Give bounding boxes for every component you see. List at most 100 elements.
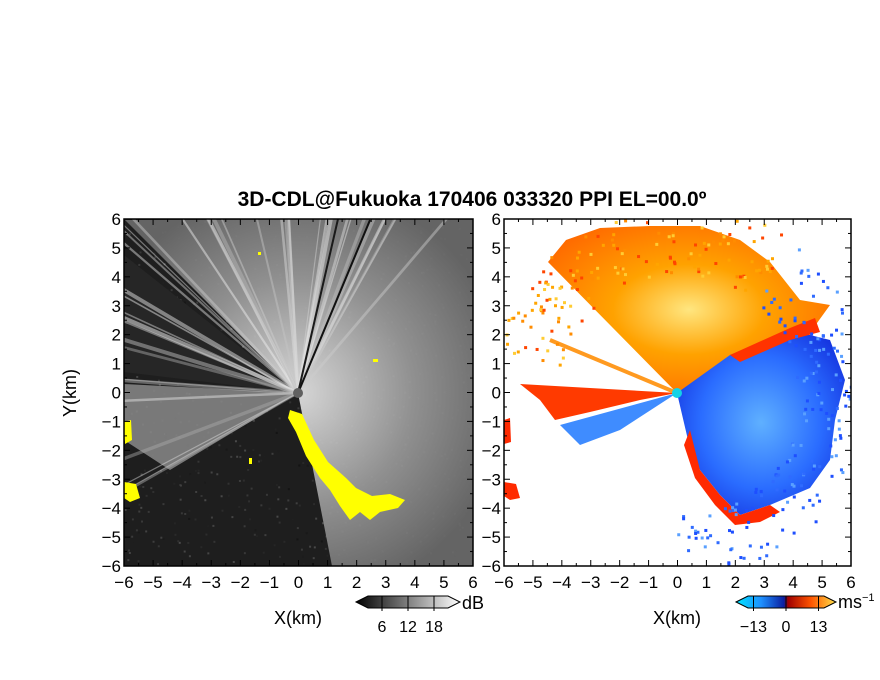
velocity-cell (795, 334, 799, 338)
reflectivity-ray (297, 219, 321, 394)
noise-cell (143, 469, 146, 472)
noise-cell (275, 483, 278, 486)
noise-cell (197, 469, 200, 472)
noise-cell (207, 552, 210, 555)
velocity-cell (829, 444, 833, 448)
velocity-cell (727, 562, 731, 566)
velocity-cell (755, 269, 759, 273)
x-tick-label: 4 (788, 573, 797, 592)
velocity-cell (711, 240, 715, 244)
noise-cell (221, 509, 224, 512)
noise-cell (174, 533, 177, 536)
reflectivity-x-axis-label: X(km) (274, 608, 322, 628)
reflectivity-colorbar-unit: dB (462, 593, 484, 613)
velocity-cell (726, 242, 730, 246)
velocity-cell (539, 308, 543, 312)
velocity-cell (839, 468, 843, 472)
velocity-approaching-region (677, 330, 845, 515)
velocity-cell (745, 509, 749, 513)
x-tick-label: 0 (294, 573, 303, 592)
x-tick-label: −1 (260, 573, 279, 592)
velocity-cell (770, 257, 774, 261)
y-tick-label: 3 (112, 297, 121, 316)
velocity-cell (557, 316, 561, 320)
y-tick-label: 0 (112, 384, 121, 403)
y-tick-label: −3 (482, 470, 501, 489)
reflectivity-ray (205, 219, 299, 394)
noise-cell (170, 289, 173, 292)
noise-cell (248, 500, 251, 503)
noise-cell (137, 531, 140, 534)
velocity-cell (672, 240, 676, 244)
reflectivity-ray (124, 229, 299, 394)
velocity-cell (714, 262, 718, 266)
noise-cell (188, 509, 191, 512)
velocity-cell (569, 332, 573, 336)
velocity-west-wedge-blue (560, 393, 677, 445)
noise-cell (321, 522, 324, 525)
reflectivity-ray (124, 378, 299, 394)
velocity-cell (804, 407, 808, 411)
velocity-cell (535, 347, 539, 351)
velocity-cell (802, 379, 806, 383)
reflectivity-dark-wedge (124, 255, 298, 393)
noise-cell (147, 510, 150, 513)
velocity-cell (793, 454, 797, 458)
noise-cell (183, 301, 186, 304)
reflectivity-ray (297, 219, 387, 394)
x-tick-label: −4 (552, 573, 571, 592)
velocity-cell (694, 531, 698, 535)
velocity-cell (647, 275, 651, 279)
noise-cell (154, 256, 157, 259)
reflectivity-ray (124, 311, 299, 394)
noise-cell (297, 407, 300, 410)
colorbar-tick-label: 13 (810, 619, 828, 636)
noise-cell (197, 460, 200, 463)
x-tick-label: 6 (846, 573, 855, 592)
velocity-colorbar-ticks: −13 0 13 (740, 596, 828, 636)
velocity-cell (833, 438, 837, 442)
noise-cell (165, 472, 168, 475)
noise-cell (260, 504, 263, 507)
noise-cell (157, 545, 160, 548)
noise-cell (193, 302, 196, 305)
noise-cell (265, 493, 268, 496)
reflectivity-ray (124, 391, 299, 403)
reflectivity-ray (206, 219, 300, 394)
noise-cell (207, 525, 210, 528)
reflectivity-rays (124, 219, 449, 495)
noise-cell (311, 479, 314, 482)
reflectivity-ray (297, 219, 352, 394)
velocity-noise (505, 219, 851, 566)
velocity-cell (739, 556, 743, 560)
noise-cell (309, 545, 312, 548)
velocity-cell (550, 329, 554, 333)
velocity-cell (840, 311, 844, 315)
velocity-cell (614, 221, 618, 225)
velocity-cell (689, 252, 693, 256)
velocity-cell (738, 275, 742, 279)
velocity-cell (550, 256, 554, 260)
velocity-cell (521, 319, 525, 323)
noise-cell (179, 475, 182, 478)
velocity-cell (707, 243, 711, 247)
x-tick-label: −1 (639, 573, 658, 592)
velocity-radar-center (672, 388, 682, 398)
noise-cell (278, 521, 281, 524)
velocity-cell (673, 262, 677, 266)
velocity-cell (818, 338, 822, 342)
velocity-cell (745, 525, 749, 529)
noise-cell (268, 507, 271, 510)
velocity-cell (516, 350, 520, 354)
noise-cell (152, 490, 155, 493)
noise-cell (131, 518, 134, 521)
reflectivity-colorbar-ticks: 6 12 18 (378, 596, 443, 636)
noise-cell (302, 462, 305, 465)
velocity-cell (512, 351, 516, 355)
velocity-cell (723, 507, 727, 511)
noise-cell (302, 555, 305, 558)
velocity-cell (718, 242, 722, 246)
velocity-cell (814, 370, 818, 374)
velocity-cell (751, 506, 755, 510)
velocity-cell (616, 271, 620, 275)
